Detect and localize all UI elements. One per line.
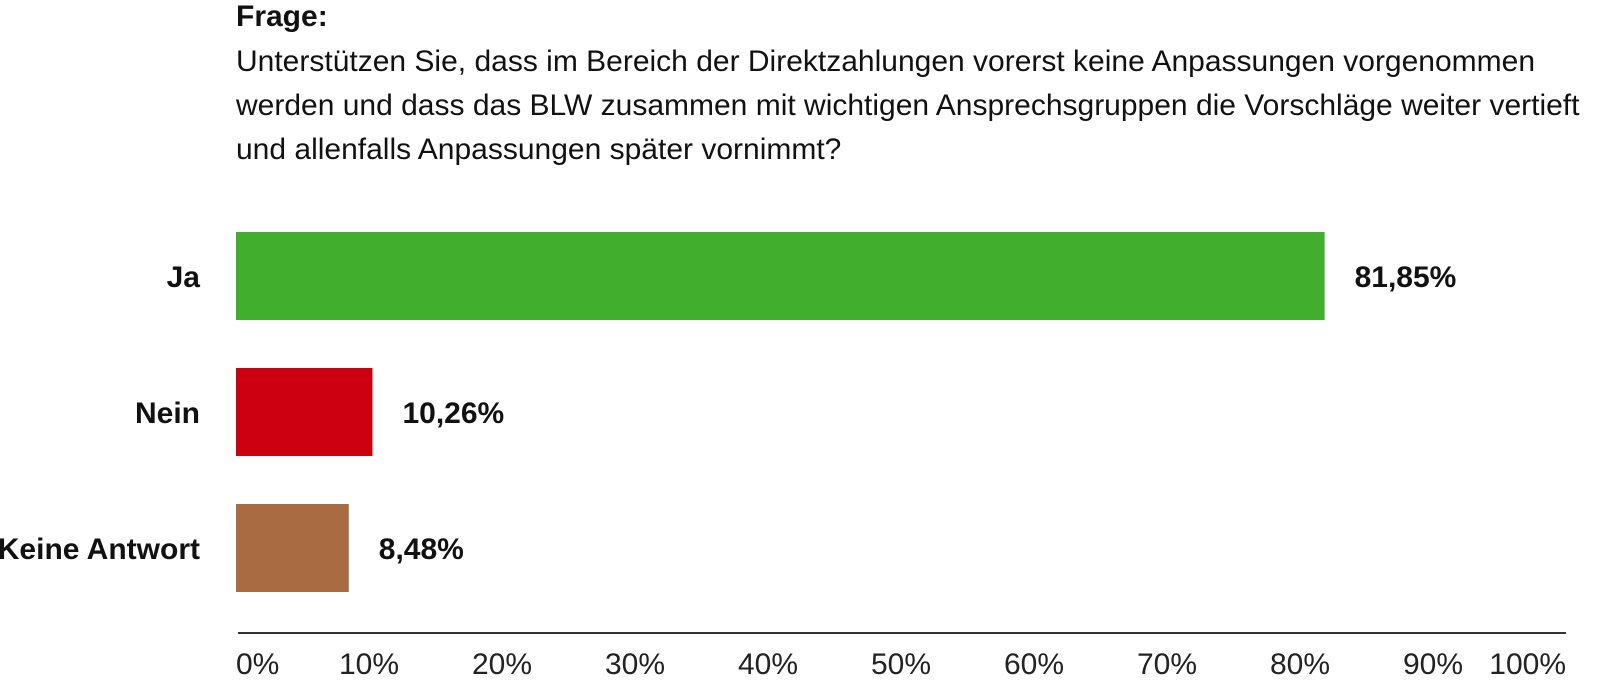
category-label: Keine Antwort (0, 533, 200, 566)
category-label: Ja (167, 261, 201, 294)
x-tick-label: 0% (236, 648, 279, 681)
bar (236, 504, 349, 592)
question-label: Frage: (236, 0, 328, 33)
value-label: 81,85% (1355, 261, 1457, 294)
x-tick-label: 70% (1137, 648, 1197, 681)
x-tick-label: 50% (871, 648, 931, 681)
x-tick-label: 40% (738, 648, 798, 681)
category-label: Nein (135, 397, 200, 430)
question-block: Frage: Unterstützen Sie, dass im Bereich… (236, 0, 1596, 172)
x-tick-label: 20% (472, 648, 532, 681)
value-label: 10,26% (402, 397, 504, 430)
x-tick-label: 60% (1004, 648, 1064, 681)
x-tick-label: 90% (1403, 648, 1463, 681)
x-tick-label: 80% (1270, 648, 1330, 681)
x-tick-label: 30% (605, 648, 665, 681)
bar (236, 232, 1325, 320)
value-label: 8,48% (379, 533, 464, 566)
bar (236, 368, 373, 456)
question-text: Unterstützen Sie, dass im Bereich der Di… (236, 45, 1580, 166)
x-tick-label: 10% (339, 648, 399, 681)
x-tick-label: 100% (1489, 648, 1566, 681)
